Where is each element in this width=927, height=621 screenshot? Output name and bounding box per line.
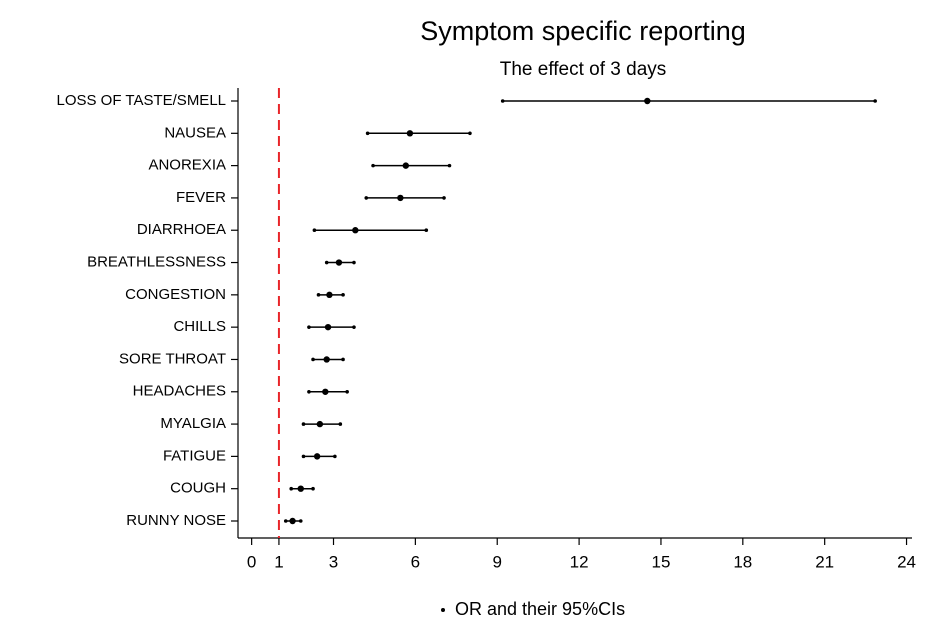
y-tick-label: COUGH (170, 480, 226, 497)
ci-lower-cap (365, 131, 370, 136)
odds-ratio-point (397, 194, 404, 202)
ci-upper-cap (352, 325, 356, 329)
ci-lower-cap (312, 228, 317, 233)
legend-marker (441, 608, 445, 612)
odds-ratio-point (322, 388, 329, 395)
y-tick-label: NAUSEA (164, 124, 226, 141)
x-tick-label: 0 (247, 552, 256, 571)
odds-ratio-point (324, 323, 332, 331)
ci-upper-cap (424, 228, 429, 233)
ci-upper-cap (341, 293, 345, 297)
x-tick-label: 21 (815, 552, 834, 571)
x-tick-label: 3 (329, 552, 338, 571)
x-tick-label: 24 (897, 552, 916, 571)
legend-label: OR and their 95%CIs (455, 599, 625, 619)
ci-upper-cap (341, 357, 345, 362)
odds-ratio-point (644, 97, 651, 105)
ci-upper-cap (352, 260, 356, 265)
ci-lower-cap (500, 99, 505, 103)
ci-lower-cap (289, 486, 294, 491)
ci-lower-cap (283, 519, 288, 523)
ci-lower-cap (316, 293, 321, 297)
y-tick-label: BREATHLESSNESS (87, 254, 226, 271)
ci-lower-cap (311, 357, 315, 362)
chart-title: Symptom specific reporting (420, 16, 746, 46)
ci-upper-cap (873, 99, 877, 103)
y-tick-label: RUNNY NOSE (126, 512, 226, 529)
odds-ratio-point (313, 453, 321, 460)
odds-ratio-point (316, 420, 324, 428)
y-tick-label: FATIGUE (163, 447, 226, 464)
odds-ratio-point (297, 485, 304, 492)
y-tick-label: CONGESTION (125, 286, 226, 303)
odds-ratio-point (352, 227, 359, 234)
odds-ratio-point (402, 162, 410, 169)
y-tick-label: FEVER (176, 189, 226, 206)
ci-upper-cap (468, 131, 472, 136)
y-tick-label: CHILLS (173, 318, 226, 335)
x-tick-label: 6 (411, 552, 420, 571)
odds-ratio-point (323, 356, 330, 363)
ci-upper-cap (298, 519, 303, 523)
x-tick-label: 18 (733, 552, 752, 571)
y-tick-label: HEADACHES (133, 383, 226, 400)
ci-upper-cap (338, 422, 343, 426)
y-tick-label: LOSS OF TASTE/SMELL (57, 92, 227, 109)
y-tick-label: DIARRHOEA (137, 221, 226, 238)
ci-upper-cap (447, 163, 452, 168)
odds-ratio-point (406, 130, 414, 137)
ci-lower-cap (324, 260, 329, 265)
x-tick-label: 12 (570, 552, 589, 571)
ci-lower-cap (364, 196, 369, 200)
ci-upper-cap (442, 196, 446, 200)
y-tick-label: ANOREXIA (148, 157, 226, 174)
x-tick-label: 9 (492, 552, 501, 571)
ci-upper-cap (345, 389, 349, 394)
ci-lower-cap (301, 454, 306, 459)
ci-lower-cap (307, 325, 311, 329)
ci-lower-cap (301, 422, 306, 426)
x-tick-label: 1 (274, 552, 283, 571)
chart-subtitle: The effect of 3 days (500, 59, 667, 80)
x-tick-label: 15 (651, 552, 670, 571)
ci-upper-cap (311, 486, 315, 491)
ci-upper-cap (333, 454, 337, 459)
y-tick-label: MYALGIA (160, 415, 226, 432)
odds-ratio-point (326, 291, 333, 299)
odds-ratio-point (289, 517, 296, 525)
odds-ratio-point (335, 259, 343, 266)
ci-lower-cap (307, 389, 311, 394)
y-tick-label: SORE THROAT (119, 350, 226, 367)
ci-lower-cap (371, 163, 375, 168)
